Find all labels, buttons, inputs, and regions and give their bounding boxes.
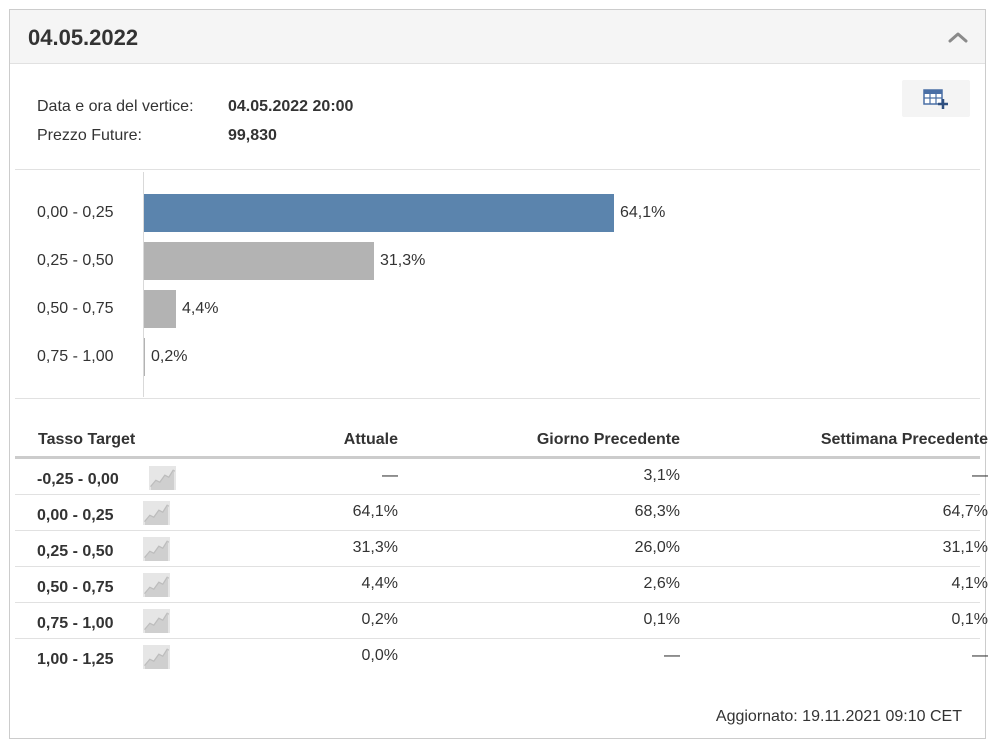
current-value: 0,0% xyxy=(361,647,398,664)
panel-header[interactable]: 04.05.2022 xyxy=(10,10,985,64)
chart-bar[interactable] xyxy=(144,242,374,280)
previous-week-value: 4,1% xyxy=(951,575,988,592)
target-rate: 0,25 - 0,50 xyxy=(37,543,114,560)
chart-row: 0,25 - 0,50 31,3% xyxy=(10,242,985,280)
trend-chart-icon[interactable] xyxy=(143,537,170,561)
header-previous-day[interactable]: Giorno Precedente xyxy=(536,431,680,448)
table-header: Tasso Target Attuale Giorno Precedente S… xyxy=(15,423,988,459)
current-value: 64,1% xyxy=(352,503,398,520)
trend-chart-icon[interactable] xyxy=(143,573,170,597)
table-row: -0,25 - 0,00 — 3,1% — xyxy=(15,459,988,495)
chart-category-label: 0,50 - 0,75 xyxy=(37,300,114,317)
chart-bar-value: 0,2% xyxy=(151,348,188,365)
chart-bar-value: 31,3% xyxy=(380,252,426,269)
chevron-up-icon xyxy=(948,32,968,43)
previous-day-value: 26,0% xyxy=(634,539,680,556)
chart-bar[interactable] xyxy=(144,194,614,232)
previous-week-value: 0,1% xyxy=(951,611,988,628)
target-rate: 1,00 - 1,25 xyxy=(37,651,114,668)
header-target-rate[interactable]: Tasso Target xyxy=(38,431,136,448)
header-previous-week[interactable]: Settimana Precedente xyxy=(820,431,988,448)
export-table-button[interactable] xyxy=(902,80,970,117)
current-value: 31,3% xyxy=(352,539,398,556)
last-updated: Aggiornato: 19.11.2021 09:10 CET xyxy=(715,708,962,725)
meeting-info: Data e ora del vertice: 04.05.2022 20:00… xyxy=(37,92,353,150)
probability-table: Tasso Target Attuale Giorno Precedente S… xyxy=(15,423,988,675)
table-row: 0,50 - 0,75 4,4% 2,6% 4,1% xyxy=(15,567,988,603)
trend-chart-icon[interactable] xyxy=(143,609,170,633)
probability-bar-chart: 0,00 - 0,25 64,1% 0,25 - 0,50 31,3% 0,50 - 0… xyxy=(10,170,985,399)
chart-row: 0,50 - 0,75 4,4% xyxy=(10,290,985,328)
previous-day-value: — xyxy=(664,647,680,664)
target-rate: -0,25 - 0,00 xyxy=(37,471,119,488)
table-row: 0,25 - 0,50 31,3% 26,0% 31,1% xyxy=(15,531,988,567)
header-current[interactable]: Attuale xyxy=(343,431,398,448)
info-value: 04.05.2022 20:00 xyxy=(228,97,354,115)
target-rate: 0,50 - 0,75 xyxy=(37,579,114,596)
chart-category-label: 0,25 - 0,50 xyxy=(37,252,114,269)
current-value: 4,4% xyxy=(361,575,398,592)
chart-row: 0,00 - 0,25 64,1% xyxy=(10,194,985,232)
probability-panel: 04.05.2022 Data e ora del vertice: 04.05… xyxy=(9,9,988,739)
table-row: 1,00 - 1,25 0,0% — — xyxy=(15,639,988,675)
previous-day-value: 2,6% xyxy=(643,575,680,592)
info-row-meeting-date: Data e ora del vertice: 04.05.2022 20:00 xyxy=(37,92,353,121)
previous-week-value: — xyxy=(972,467,988,484)
chart-category-label: 0,75 - 1,00 xyxy=(37,348,114,365)
previous-week-value: 31,1% xyxy=(942,539,988,556)
collapse-button[interactable] xyxy=(945,24,971,50)
info-label: Data e ora del vertice: xyxy=(37,97,194,115)
chart-axis xyxy=(143,172,144,397)
table-body: -0,25 - 0,00 — 3,1% — 0,00 - 0,25 64,1% 68,3% 6… xyxy=(15,459,988,675)
previous-day-value: 68,3% xyxy=(634,503,680,520)
chart-bar-value: 64,1% xyxy=(620,204,666,221)
trend-chart-icon[interactable] xyxy=(149,466,176,490)
table-add-icon xyxy=(923,88,948,109)
divider xyxy=(15,398,980,399)
chart-bar[interactable] xyxy=(144,290,176,328)
table-row: 0,00 - 0,25 64,1% 68,3% 64,7% xyxy=(15,495,988,531)
chart-category-label: 0,00 - 0,25 xyxy=(37,204,114,221)
previous-week-value: 64,7% xyxy=(942,503,988,520)
target-rate: 0,75 - 1,00 xyxy=(37,615,114,632)
chart-row: 0,75 - 1,00 0,2% xyxy=(10,338,985,376)
table-row: 0,75 - 1,00 0,2% 0,1% 0,1% xyxy=(15,603,988,639)
previous-day-value: 3,1% xyxy=(643,467,680,484)
panel-title: 04.05.2022 xyxy=(28,25,139,50)
target-rate: 0,00 - 0,25 xyxy=(37,507,114,524)
chart-bar[interactable] xyxy=(144,338,145,376)
divider xyxy=(15,169,980,170)
previous-week-value: — xyxy=(972,647,988,664)
info-label: Prezzo Future: xyxy=(37,126,142,144)
previous-day-value: 0,1% xyxy=(643,611,680,628)
info-row-future-price: Prezzo Future: 99,830 xyxy=(37,121,353,150)
trend-chart-icon[interactable] xyxy=(143,645,170,669)
current-value: 0,2% xyxy=(361,611,398,628)
trend-chart-icon[interactable] xyxy=(143,501,170,525)
current-value: — xyxy=(382,467,398,484)
chart-bar-value: 4,4% xyxy=(182,300,219,317)
info-value: 99,830 xyxy=(228,126,277,144)
